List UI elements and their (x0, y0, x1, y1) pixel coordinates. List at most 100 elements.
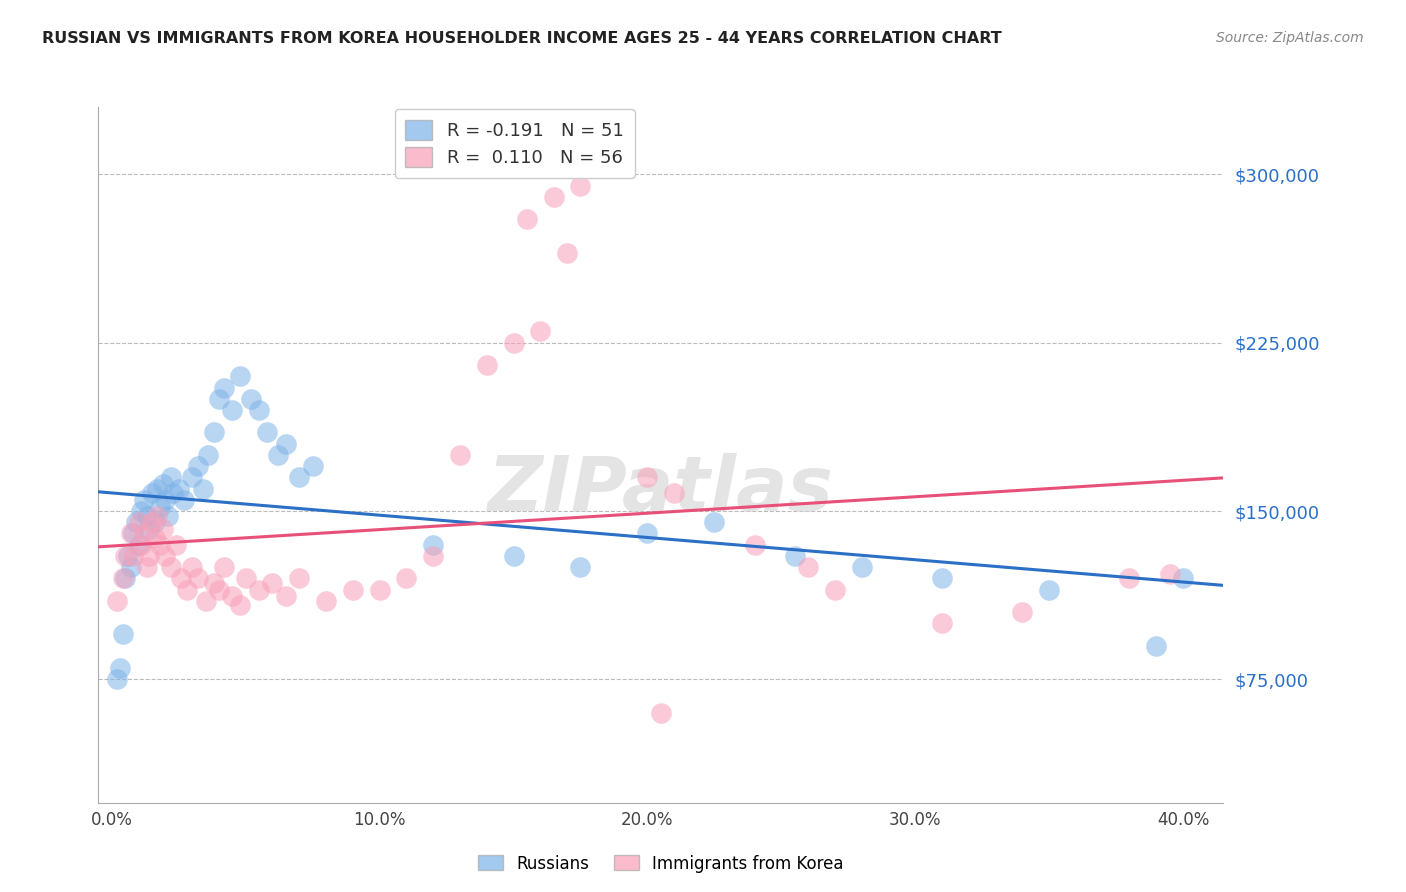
Point (122, 526, 145, 541)
Point (129, 538, 152, 552)
Point (475, 358, 498, 372)
Point (186, 459, 208, 474)
Point (143, 531, 166, 545)
Point (256, 425, 278, 440)
Point (342, 582, 364, 597)
Point (247, 582, 270, 597)
Point (1118, 571, 1140, 585)
Point (703, 515, 725, 529)
Point (138, 549, 160, 563)
Point (301, 459, 323, 474)
Point (1011, 605, 1033, 619)
Point (368, 582, 391, 597)
Point (288, 571, 311, 585)
Point (229, 369, 252, 384)
Point (1144, 639, 1167, 653)
Point (197, 448, 219, 462)
Point (931, 571, 953, 585)
Point (181, 470, 204, 484)
Point (555, 246, 578, 260)
Point (146, 482, 169, 496)
Point (159, 470, 181, 484)
Point (141, 486, 163, 500)
Point (129, 504, 152, 518)
Point (221, 403, 243, 417)
Point (529, 325, 551, 339)
Point (117, 549, 139, 563)
Point (208, 582, 231, 597)
Point (262, 575, 284, 590)
Point (173, 492, 195, 507)
Point (125, 515, 148, 529)
Point (157, 508, 180, 523)
Point (138, 522, 160, 536)
Point (149, 538, 172, 552)
Point (267, 448, 290, 462)
Point (636, 470, 658, 484)
Point (208, 392, 231, 406)
Point (422, 538, 444, 552)
Point (569, 178, 592, 193)
Point (274, 436, 297, 450)
Point (143, 515, 166, 529)
Point (108, 661, 131, 675)
Point (135, 560, 157, 574)
Legend: R = -0.191   N = 51, R =  0.110   N = 56: R = -0.191 N = 51, R = 0.110 N = 56 (395, 109, 634, 178)
Point (155, 549, 177, 563)
Point (141, 515, 163, 529)
Point (122, 549, 145, 563)
Point (111, 571, 134, 585)
Point (422, 549, 444, 563)
Point (120, 560, 142, 574)
Point (851, 560, 873, 574)
Point (214, 560, 236, 574)
Point (315, 594, 337, 608)
Point (229, 599, 252, 613)
Point (1159, 566, 1181, 581)
Point (931, 616, 953, 631)
Point (165, 538, 187, 552)
Point (105, 673, 128, 687)
Point (202, 575, 225, 590)
Point (288, 470, 311, 484)
Point (202, 425, 225, 440)
Point (449, 448, 471, 462)
Point (214, 381, 236, 395)
Point (502, 549, 524, 563)
Point (132, 526, 155, 541)
Point (274, 590, 297, 604)
Point (146, 508, 169, 523)
Point (111, 627, 134, 641)
Point (162, 486, 184, 500)
Point (149, 500, 172, 514)
Point (516, 212, 538, 227)
Point (247, 403, 270, 417)
Point (221, 590, 243, 604)
Legend: Russians, Immigrants from Korea: Russians, Immigrants from Korea (471, 848, 851, 880)
Point (120, 526, 142, 541)
Point (797, 560, 820, 574)
Text: Source: ZipAtlas.com: Source: ZipAtlas.com (1216, 31, 1364, 45)
Point (395, 571, 418, 585)
Point (650, 706, 672, 720)
Point (502, 335, 524, 350)
Point (152, 477, 174, 491)
Point (181, 560, 204, 574)
Point (152, 522, 174, 536)
Point (128, 538, 150, 552)
Point (636, 526, 658, 541)
Point (128, 515, 150, 529)
Point (167, 482, 190, 496)
Point (1038, 582, 1060, 597)
Point (783, 549, 806, 563)
Point (186, 571, 208, 585)
Point (135, 508, 157, 523)
Point (159, 560, 181, 574)
Point (191, 482, 214, 496)
Point (824, 582, 846, 597)
Point (235, 571, 257, 585)
Text: ZIPatlas: ZIPatlas (488, 453, 834, 526)
Point (543, 190, 565, 204)
Point (155, 492, 177, 507)
Point (105, 594, 128, 608)
